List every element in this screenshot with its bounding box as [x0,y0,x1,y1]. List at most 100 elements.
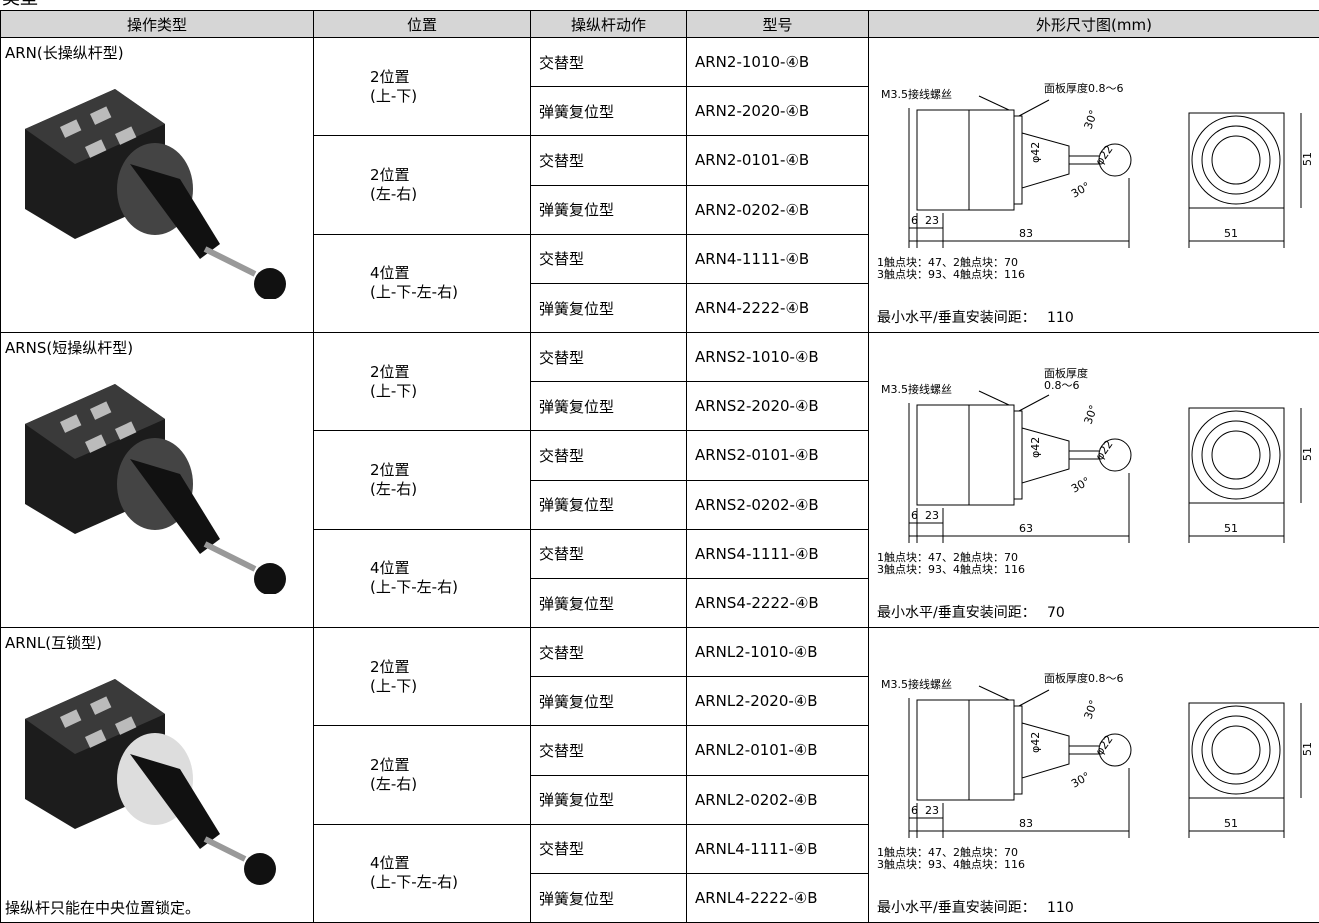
model-cell: ARN2-0101-④B [686,135,869,186]
position-line: 2位置 [370,165,410,184]
panel [1013,410,1023,500]
boot [130,164,220,259]
table-row: 4位置 (上-下-左-右) 交替型 ARNS4-1111-④B [1,528,1319,628]
drawing-cell: M3.5接线螺丝 面板厚度 0.8～6 6 23 63 51 51 φ42 φ22 30° 30° 1触… [868,332,1319,628]
model-cell: ARN4-1111-④B [686,233,869,284]
dim-label: 83 [1019,227,1033,240]
header-cell: 型号 [686,10,869,38]
terminal [60,119,82,138]
position-line: (左-右) [370,774,418,793]
lever [203,246,257,277]
dim-label: 1触点块：47、2触点块：70 [877,845,1018,859]
type-label: ARN(长操纵杆型) [5,44,124,62]
action-cell: 弹簧复位型 [530,774,687,825]
dim-label: 面板厚度0.8～6 [1044,81,1124,95]
action-cell: 弹簧复位型 [530,578,687,628]
spacing-label: 最小水平/垂直安装间距： [877,604,1036,621]
dim-label: 1触点块：47、2触点块：70 [877,255,1018,269]
dim-label: 30° [1082,403,1101,426]
header-row: 操作类型 位置 操纵杆动作 型号 外形尺寸图(mm) [0,10,1319,38]
contact-block [968,404,1015,506]
position-line: 2位置 [370,657,410,676]
position-line: (左-右) [370,184,418,203]
terminal [90,401,112,420]
dim-label: 83 [1019,817,1033,830]
action-cell: 弹簧复位型 [530,676,687,726]
table-row: 弹簧复位型 ARN2-0202-④B [1,184,1319,235]
dim-label: 3触点块：93、4触点块：116 [877,857,1025,871]
action-cell: 交替型 [530,233,687,284]
note: 操纵杆只能在中央位置锁定。 [5,899,201,917]
dim-label: 30° [1069,180,1092,201]
leader [1018,689,1050,707]
position-line: (左-右) [370,479,418,498]
dim-label: 51 [1224,522,1238,535]
spacing-label: 最小水平/垂直安装间距： [877,309,1036,326]
front-ring [1191,115,1281,205]
dim-label: M3.5接线螺丝 [881,87,952,101]
position-cell: 2位置 (上-下) [313,37,531,136]
spacing-value: 70 [1047,605,1065,621]
boot [1021,722,1070,779]
position-line: (上-下) [370,381,418,400]
terminal [114,126,137,145]
front-ring [1211,430,1261,480]
action-cell: 交替型 [530,37,687,87]
position-line: 2位置 [370,362,410,381]
drawing-cell: M3.5接线螺丝 面板厚度0.8～6 6 23 83 51 51 φ42 φ22 30° 30° 1触… [868,37,1319,333]
position-line: 2位置 [370,460,410,479]
dim-label: 51 [1301,447,1314,461]
position-cell: 4位置 (上-下-左-右) [313,823,531,923]
lever [203,541,257,572]
model-cell: ARNS2-0101-④B [686,430,869,481]
dim-label: 51 [1301,152,1314,166]
model-cell: ARNL4-1111-④B [686,823,869,874]
spacing-label: 最小水平/垂直安装间距： [877,899,1036,916]
model-cell: ARNL2-1010-④B [686,627,869,677]
leader [1018,99,1050,117]
action-cell: 弹簧复位型 [530,184,687,235]
header-cell: 位置 [313,10,531,38]
dim-label: 23 [925,214,939,227]
position-cell: 2位置 (左-右) [313,430,531,530]
model-cell: ARNL4-2222-④B [686,873,869,923]
leader [978,390,1010,406]
switch-top [25,384,165,459]
knob [254,563,286,594]
boot [1021,427,1070,484]
product-photo [25,384,286,594]
type-cell: ARNL(互锁型) 操纵杆只能在中央位置锁定。 [0,627,314,923]
knob [254,268,286,299]
switch-top [25,89,165,164]
dim-label: φ42 [1029,437,1042,458]
dim-label: 63 [1019,522,1033,535]
terminal [85,729,107,748]
table-row: 弹簧复位型 ARNL2-2020-④B [1,676,1319,726]
dim-label: 23 [925,804,939,817]
header-cell: 外形尺寸图(mm) [868,10,1319,38]
action-cell: 交替型 [530,332,687,382]
dim-label: M3.5接线螺丝 [881,382,952,396]
knob [1098,733,1132,767]
dim-label: 30° [1082,108,1101,131]
model-cell: ARNL2-0202-④B [686,774,869,825]
dim-label: 0.8～6 [1044,379,1080,392]
contact-block [916,404,970,506]
drawing-cell: M3.5接线螺丝 面板厚度0.8～6 6 23 83 51 51 φ42 φ22 30° 30° 1触… [868,627,1319,923]
terminal [85,139,107,158]
position-line: (上-下-左-右) [370,578,458,597]
leader [978,685,1010,701]
table-row: 2位置 (左-右) 交替型 ARNS2-0101-④B [1,430,1319,530]
boot [130,459,220,554]
table-body: ARN(长操纵杆型) 2位置 (上-下) 交替型 ARN2-1010-④B M3.5接线螺… [0,37,1319,923]
header-cell: 操作类型 [0,10,314,38]
dim-label: 51 [1224,817,1238,830]
header-cell: 操纵杆动作 [530,10,687,38]
table-row: 弹簧复位型 ARNL4-2222-④B [1,873,1319,923]
table-row: ARNS(短操纵杆型) 2位置 (上-下) 交替型 ARNS2-1010-④B M3.5接… [0,332,1319,628]
panel [1013,115,1023,205]
terminal [114,421,137,440]
front-frame [1188,407,1285,504]
position-line: 2位置 [370,755,410,774]
